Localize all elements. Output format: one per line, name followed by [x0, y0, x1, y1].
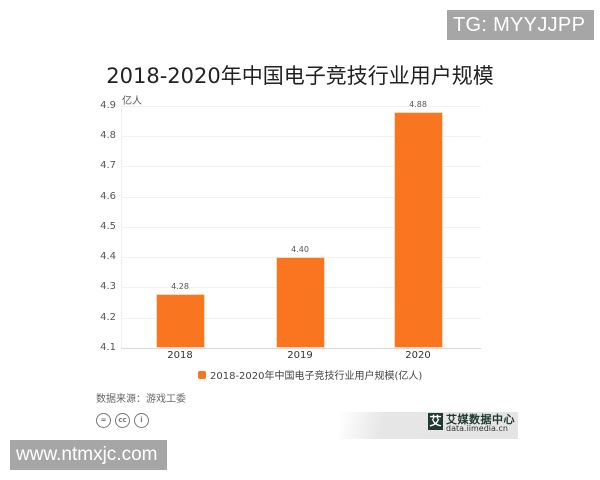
y-axis-line: [121, 104, 122, 348]
by-icon: i: [134, 413, 149, 428]
gridline: [121, 106, 481, 107]
legend-label: 2018-2020年中国电子竞技行业用户规模(亿人): [210, 371, 423, 382]
gridline: [121, 227, 481, 228]
bar-2018[interactable]: [156, 293, 205, 348]
brand-name: 艾媒数据中心: [446, 413, 515, 426]
nd-icon: =: [96, 413, 111, 428]
legend-swatch: [198, 370, 206, 379]
bar-2020[interactable]: [394, 112, 443, 348]
x-tick: 2020: [405, 350, 431, 361]
watermark-top: TG: MYYJJPP: [447, 10, 594, 40]
gridline: [121, 136, 481, 137]
y-tick: 4.9: [100, 100, 116, 111]
y-tick: 4.8: [100, 130, 116, 141]
gridline: [121, 197, 481, 198]
y-tick: 4.3: [100, 281, 116, 292]
bar-value-label: 4.40: [291, 245, 309, 255]
bar-value-label: 4.28: [171, 281, 189, 291]
x-tick: 2018: [167, 350, 193, 361]
x-axis-line: [121, 348, 481, 349]
y-tick: 4.6: [100, 191, 116, 202]
bar-2019[interactable]: [276, 257, 325, 348]
brand-url: data.iimedia.cn: [446, 424, 508, 433]
y-tick: 4.7: [100, 160, 116, 171]
bar-value-label: 4.88: [409, 100, 427, 110]
gridline: [121, 166, 481, 167]
legend[interactable]: 2018-2020年中国电子竞技行业用户规模(亿人): [198, 367, 422, 382]
watermark-bottom: www.ntmxjc.com: [10, 440, 167, 470]
cc-icon: cc: [115, 413, 130, 428]
y-tick: 4.4: [100, 251, 116, 262]
y-tick: 4.1: [100, 342, 116, 353]
y-tick: 4.2: [100, 312, 116, 323]
chart-title: 2018-2020年中国电子竞技行业用户规模: [106, 64, 494, 88]
y-axis-unit: 亿人: [122, 96, 142, 107]
data-source: 数据来源：游戏工委: [96, 394, 186, 405]
iimedia-logo-icon: 艾: [428, 413, 443, 430]
x-tick: 2019: [287, 350, 313, 361]
y-tick: 4.5: [100, 221, 116, 232]
